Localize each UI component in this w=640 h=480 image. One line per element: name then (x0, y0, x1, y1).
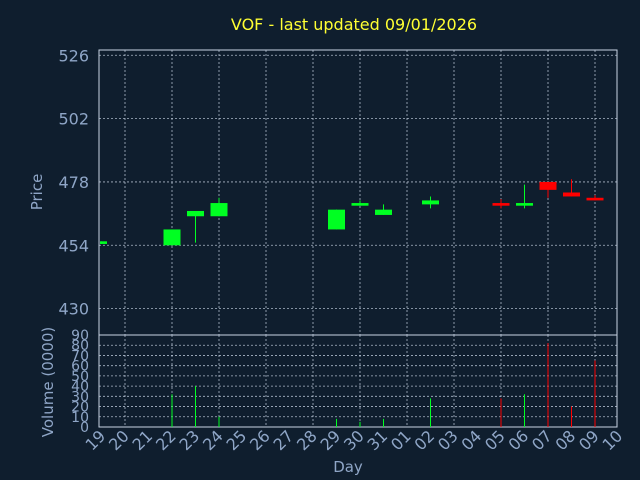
candles (100, 179, 604, 246)
price-tick-label: 502 (58, 110, 89, 129)
x-axis-ticks: 1920212223242526272829303101020304050607… (81, 426, 626, 454)
candle-body (375, 209, 392, 215)
candle-body (539, 181, 557, 190)
price-y-ticks: 430 454 478 502 526 (58, 46, 89, 318)
price-gridlines (99, 50, 617, 335)
volume-tick-label: 50 (71, 369, 89, 385)
volume-axis-label: Volume (0000) (39, 327, 57, 437)
candle-body (492, 203, 510, 206)
candle-body (563, 192, 580, 197)
candle-body (422, 200, 439, 205)
candle-body (210, 203, 228, 217)
volume-tick-label: 0 (80, 420, 89, 436)
volume-tick-label: 90 (71, 328, 89, 344)
volume-tick-label: 20 (71, 400, 89, 416)
price-tick-label: 526 (58, 46, 89, 65)
x-tick-label: 10 (598, 426, 626, 454)
x-axis-label: Day (333, 458, 363, 476)
candle-body (187, 210, 204, 217)
volume-tick-label: 80 (71, 338, 89, 354)
volume-tick-label: 10 (71, 410, 89, 426)
volume-panel-frame (98, 334, 618, 428)
volume-tick-label: 30 (71, 389, 89, 405)
volume-tick-label: 40 (71, 379, 89, 395)
volume-tick-label: 60 (71, 359, 89, 375)
candle-body (351, 203, 369, 206)
candle-body (163, 229, 181, 246)
price-tick-label: 454 (58, 236, 89, 255)
price-axis-label: Price (28, 174, 46, 211)
candle-body (586, 197, 604, 201)
volume-bars (171, 343, 596, 427)
price-panel-frame (98, 49, 618, 336)
candle-body (516, 203, 533, 206)
chart-title: VOF - last updated 09/01/2026 (231, 15, 477, 34)
volume-tick-label: 70 (71, 348, 89, 364)
price-tick-label: 478 (58, 173, 89, 192)
candle-body (328, 209, 345, 230)
price-tick-label: 430 (58, 300, 89, 319)
volume-gridlines (99, 335, 617, 427)
candle-body (100, 241, 107, 244)
